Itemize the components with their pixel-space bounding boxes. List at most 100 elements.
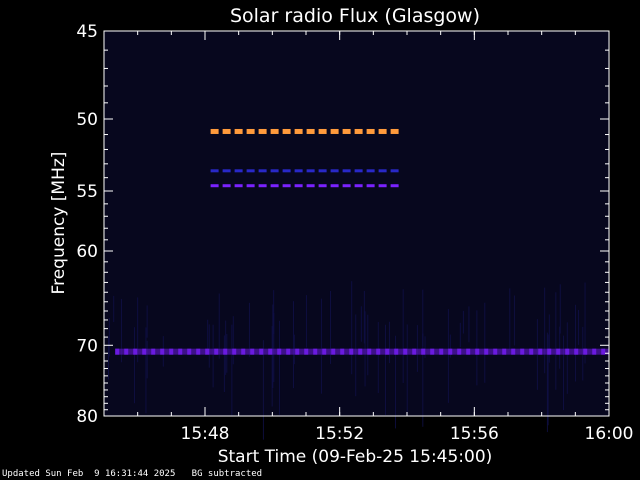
- interference-segment: [520, 348, 525, 355]
- interference-segment: [268, 348, 273, 355]
- noise-streak: [248, 302, 250, 357]
- noise-streak: [108, 318, 110, 357]
- band-segment-low: [330, 169, 339, 173]
- band-segment-medium: [318, 184, 327, 188]
- interference-segment: [601, 348, 606, 355]
- noise-streak: [566, 322, 568, 394]
- noise-streak: [468, 306, 470, 343]
- interference-segment: [313, 348, 318, 355]
- plot-frame: [103, 30, 610, 417]
- interference-segment: [205, 348, 210, 355]
- interference-segment: [574, 348, 579, 355]
- noise-streak: [212, 324, 214, 388]
- band-segment-medium: [222, 184, 231, 188]
- interference-segment: [376, 348, 381, 355]
- interference-segment: [367, 348, 372, 355]
- band-segment-low: [258, 169, 267, 173]
- band-segment-medium: [366, 184, 375, 188]
- interference-segment: [511, 348, 516, 355]
- interference-segment: [142, 348, 147, 355]
- noise-streak: [513, 295, 515, 346]
- band-segment-medium: [282, 184, 291, 188]
- band-segment-high: [234, 128, 243, 134]
- interference-segment: [412, 348, 417, 355]
- noise-streak: [146, 305, 148, 338]
- band-segment-low: [306, 169, 315, 173]
- interference-segment: [187, 348, 192, 355]
- interference-segment: [403, 348, 408, 355]
- interference-segment: [448, 348, 453, 355]
- band-segment-medium: [210, 184, 219, 188]
- noise-streak: [320, 298, 322, 394]
- band-segment-low: [222, 169, 231, 173]
- interference-segment: [178, 348, 183, 355]
- band-segment-medium: [258, 184, 267, 188]
- noise-streak: [459, 322, 461, 348]
- noise-streak: [548, 314, 550, 363]
- band-segment-high: [258, 128, 267, 134]
- noise-streak: [394, 335, 396, 429]
- interference-segment: [304, 348, 309, 355]
- band-segment-low: [318, 169, 327, 173]
- noise-streak: [225, 320, 227, 375]
- band-segment-high: [294, 128, 303, 134]
- interference-segment: [583, 348, 588, 355]
- interference-segment: [322, 348, 327, 355]
- noise-streak: [547, 334, 549, 426]
- noise-streak: [584, 282, 586, 364]
- interference-segment: [421, 348, 426, 355]
- y-tick-label: 80: [76, 407, 98, 427]
- y-tick-label: 70: [76, 336, 98, 356]
- noise-streak: [476, 310, 478, 386]
- noise-streak: [377, 322, 379, 393]
- y-tick-label: 45: [76, 22, 98, 42]
- noise-streak: [555, 292, 557, 390]
- band-segment-low: [378, 169, 387, 173]
- interference-segment: [169, 348, 174, 355]
- noise-streak: [562, 335, 564, 411]
- noise-streak: [305, 295, 307, 348]
- band-segment-high: [378, 128, 387, 134]
- band-segment-high: [222, 128, 231, 134]
- band-segment-high: [210, 128, 219, 134]
- noise-streak: [422, 333, 424, 427]
- noise-streak: [422, 289, 424, 347]
- band-segment-low: [390, 169, 399, 173]
- noise-streak: [232, 316, 234, 365]
- status-footer: Updated Sun Feb 9 16:31:44 2025 BG subtr…: [2, 469, 262, 479]
- noise-streak: [279, 320, 281, 415]
- band-segment-high: [354, 128, 363, 134]
- plot-area: [104, 31, 609, 416]
- noise-streak: [578, 309, 580, 345]
- x-tick-label: 15:48: [181, 424, 230, 444]
- band-segment-medium: [390, 184, 399, 188]
- band-segment-low: [294, 169, 303, 173]
- x-tick-label: 15:56: [450, 424, 499, 444]
- interference-segment: [133, 348, 138, 355]
- interference-segment: [259, 348, 264, 355]
- y-tick-label: 50: [76, 110, 98, 130]
- band-segment-medium: [306, 184, 315, 188]
- band-segment-medium: [294, 184, 303, 188]
- interference-segment: [115, 348, 120, 355]
- x-tick-label: 16:00: [585, 424, 634, 444]
- band-segment-low: [210, 169, 219, 173]
- chart-title: Solar radio Flux (Glasgow): [230, 5, 480, 27]
- noise-streak: [329, 290, 331, 364]
- band-segment-low: [234, 169, 243, 173]
- noise-streak: [120, 298, 122, 363]
- noise-streak: [218, 293, 220, 359]
- noise-streak: [449, 334, 451, 358]
- noise-streak: [273, 290, 275, 334]
- band-segment-medium: [330, 184, 339, 188]
- noise-streak: [208, 324, 210, 368]
- interference-segment: [358, 348, 363, 355]
- noise-streak: [293, 301, 295, 389]
- noise-streak: [544, 287, 546, 374]
- noise-streak: [272, 304, 274, 389]
- interference-segment: [160, 348, 165, 355]
- band-segment-low: [366, 169, 375, 173]
- noise-streak: [416, 325, 418, 372]
- noise-streak: [145, 327, 147, 414]
- interference-segment: [556, 348, 561, 355]
